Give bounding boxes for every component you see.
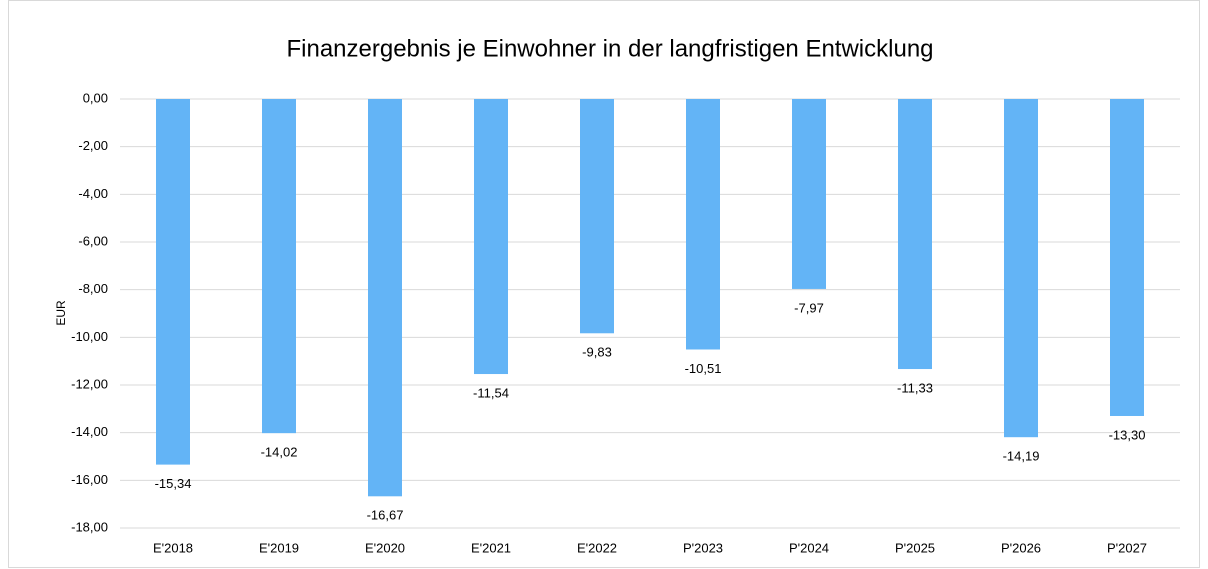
x-tick-label: E'2019: [259, 540, 299, 555]
bar: [898, 99, 932, 370]
y-tick-label: 0,00: [83, 90, 108, 105]
data-label: -11,33: [897, 380, 933, 395]
data-label: -13,30: [1109, 427, 1146, 442]
x-tick-label: E'2018: [153, 540, 193, 555]
y-tick-label: -8,00: [78, 281, 108, 296]
bar: [474, 99, 508, 375]
x-tick-label: P'2027: [1107, 540, 1147, 555]
bar: [792, 99, 826, 289]
data-label: -7,97: [794, 300, 824, 315]
x-tick-label: E'2022: [577, 540, 617, 555]
x-tick-label: E'2020: [365, 540, 405, 555]
x-tick-label: E'2021: [471, 540, 511, 555]
y-tick-label: -12,00: [71, 376, 108, 391]
y-tick-label: -4,00: [78, 186, 108, 201]
x-tick-label: P'2026: [1001, 540, 1041, 555]
data-label: -14,19: [1003, 449, 1040, 464]
bar: [1110, 99, 1144, 416]
x-tick-label: P'2023: [683, 540, 723, 555]
bar: [156, 99, 190, 465]
bar: [262, 99, 296, 434]
bar: [1004, 99, 1038, 438]
data-label: -9,83: [582, 345, 612, 360]
bar: [686, 99, 720, 350]
data-label: -14,02: [261, 445, 298, 460]
y-tick-label: -14,00: [71, 424, 108, 439]
y-tick-label: -18,00: [71, 519, 108, 534]
y-tick-label: -10,00: [71, 329, 108, 344]
y-tick-label: -6,00: [78, 233, 108, 248]
y-tick-label: -2,00: [78, 138, 108, 153]
y-axis-label: EUR: [54, 300, 68, 326]
bar: [368, 99, 402, 497]
data-label: -16,67: [367, 508, 404, 523]
data-label: -10,51: [685, 361, 722, 376]
data-label: -15,34: [155, 476, 192, 491]
x-tick-label: P'2024: [789, 540, 829, 555]
data-label: -11,54: [473, 385, 509, 400]
chart-title: Finanzergebnis je Einwohner in der langf…: [286, 35, 933, 62]
bar: [580, 99, 614, 334]
x-tick-label: P'2025: [895, 540, 935, 555]
y-tick-label: -16,00: [71, 472, 108, 487]
